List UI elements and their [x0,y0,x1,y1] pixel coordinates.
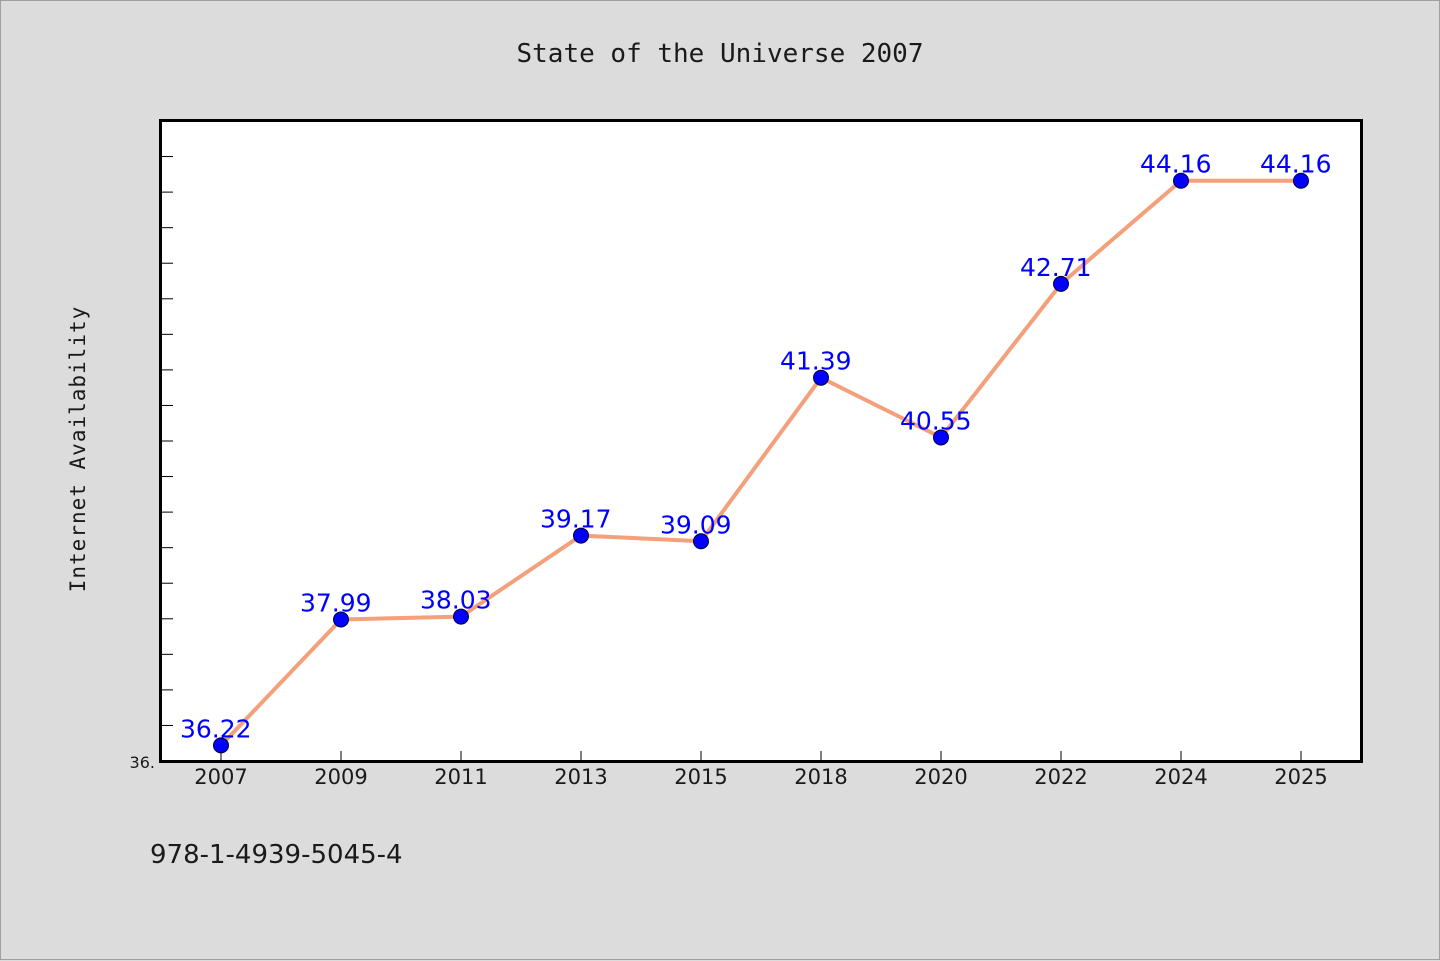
data-label: 36.22 [180,714,252,743]
data-point [453,608,469,625]
data-label: 39.17 [540,505,612,534]
data-point [573,527,589,544]
data-point-markers [213,172,1309,754]
data-label: 44.16 [1260,150,1332,179]
data-label: 41.39 [780,347,852,376]
x-tick-label: 2013 [554,765,607,789]
data-label: 37.99 [300,588,372,617]
x-tick-label: 2015 [674,765,727,789]
x-tick-label: 2009 [314,765,367,789]
x-tick-label: 2025 [1274,765,1327,789]
data-point [693,533,709,550]
y-axis-label: Internet Availability [66,306,90,593]
x-tick-label: 2018 [794,765,847,789]
data-point [933,429,949,446]
data-labels: 36.22 37.99 38.03 39.17 39.09 41.39 40.55 42.71… [180,150,1332,744]
series-line-group [219,178,1303,748]
data-point [813,369,829,386]
series-line [219,178,1303,748]
data-label: 40.55 [900,406,972,435]
isbn-footnote: 978-1-4939-5045-4 [150,840,403,870]
data-point [213,737,229,754]
y-tick-label: 36. [130,753,155,772]
data-label: 39.09 [660,510,732,539]
x-tick-label: 2007 [194,765,247,789]
x-tick-label: 2022 [1034,765,1087,789]
x-tick-label: 2011 [434,765,487,789]
data-point [1053,275,1069,292]
y-axis-ticks [161,120,173,762]
data-label: 42.71 [1020,253,1092,282]
data-point [1173,172,1189,189]
plot-area [159,119,1363,763]
data-point [1293,172,1309,189]
chart-title: State of the Universe 2007 [517,39,924,69]
data-label: 38.03 [420,586,492,615]
data-label: 44.16 [1140,150,1212,179]
x-tick-label: 2020 [914,765,967,789]
x-tick-label: 2024 [1154,765,1207,789]
x-axis-ticks: 2007 2009 2011 2013 2015 2018 2020 2022 2024 2025 [194,751,1328,789]
data-point [333,611,349,628]
